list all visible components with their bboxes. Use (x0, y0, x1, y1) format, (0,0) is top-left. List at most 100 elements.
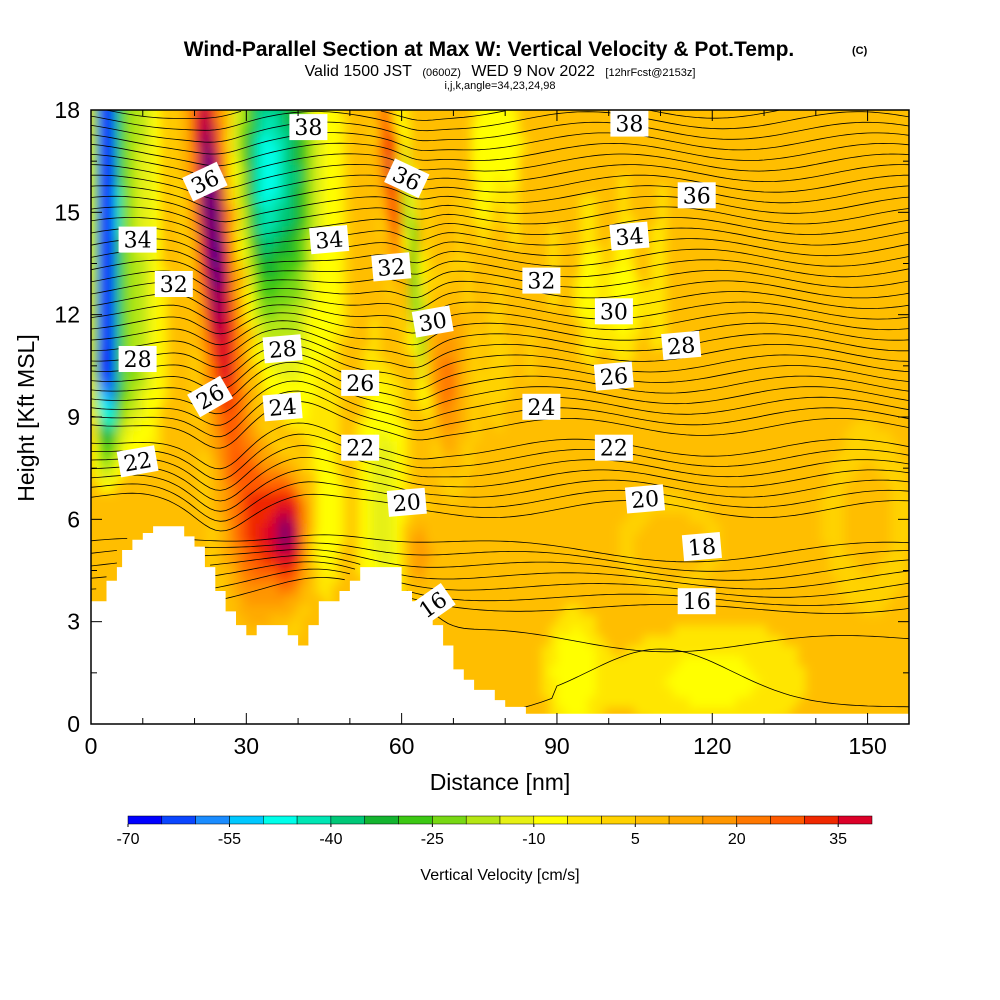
velocity-cell (378, 533, 387, 544)
velocity-cell (378, 410, 387, 421)
velocity-cell (98, 256, 108, 268)
contour-label: 22 (594, 434, 633, 462)
velocity-cell (261, 277, 271, 288)
velocity-cell (378, 164, 387, 176)
velocity-cell (355, 420, 364, 432)
velocity-cell (487, 123, 496, 135)
velocity-cell (129, 440, 139, 452)
velocity-cell (440, 359, 449, 370)
velocity-cell (223, 154, 232, 166)
velocity-cell (292, 307, 302, 319)
velocity-cell (572, 625, 581, 636)
velocity-cell (129, 164, 139, 176)
velocity-cell (137, 133, 146, 145)
velocity-cell (758, 625, 768, 636)
velocity-cell (362, 481, 372, 493)
velocity-cell (657, 287, 667, 299)
velocity-cell (277, 328, 286, 340)
velocity-cell (246, 185, 255, 196)
velocity-cell (883, 461, 892, 473)
x-tick-label: 60 (389, 733, 415, 759)
velocity-cell (619, 533, 628, 544)
velocity-cell (114, 348, 123, 360)
velocity-cell (208, 83, 216, 94)
velocity-cell (230, 369, 240, 380)
velocity-cell (316, 410, 325, 421)
velocity-cell (223, 307, 232, 319)
velocity-cell (300, 461, 310, 473)
velocity-cell (324, 410, 333, 421)
velocity-cell (98, 123, 108, 135)
velocity-cell (487, 174, 496, 186)
velocity-cell (456, 338, 465, 350)
velocity-cell (254, 553, 263, 565)
velocity-cell (339, 512, 348, 524)
velocity-cell (254, 604, 263, 616)
velocity-cell (634, 706, 643, 718)
velocity-cell (91, 359, 100, 370)
velocity-cell (238, 399, 247, 411)
velocity-cell (432, 359, 442, 370)
velocity-cell (285, 512, 294, 524)
velocity-cell (417, 573, 426, 585)
velocity-cell (898, 502, 907, 514)
velocity-cell (852, 584, 861, 595)
velocity-cell (774, 635, 783, 647)
velocity-cell (324, 195, 333, 207)
velocity-cell (254, 584, 263, 595)
velocity-cell (277, 522, 286, 534)
velocity-cell (261, 420, 271, 432)
velocity-cell (207, 256, 216, 268)
velocity-cell (300, 287, 310, 299)
velocity-cell (626, 338, 636, 350)
velocity-cell (766, 706, 775, 718)
contour-label-text: 38 (615, 113, 643, 138)
velocity-cell (782, 666, 791, 677)
velocity-cell (556, 655, 566, 667)
velocity-cell (308, 154, 317, 166)
velocity-cell (223, 338, 232, 350)
velocity-cell (378, 492, 387, 503)
velocity-cell (704, 706, 713, 718)
velocity-cell (510, 215, 519, 227)
velocity-cell (261, 185, 271, 196)
velocity-cell (114, 226, 123, 237)
velocity-cell (153, 359, 162, 370)
velocity-cell (316, 359, 325, 370)
velocity-cell (261, 379, 271, 391)
velocity-cell (76, 267, 84, 278)
velocity-cell (176, 164, 185, 176)
velocity-cell (261, 471, 271, 483)
velocity-cell (261, 604, 271, 616)
velocity-cell (160, 379, 170, 391)
velocity-cell (494, 133, 504, 145)
velocity-cell (230, 154, 240, 166)
velocity-cell (137, 205, 146, 217)
velocity-cell (883, 512, 892, 524)
velocity-cell (91, 123, 100, 135)
velocity-cell (867, 440, 876, 452)
velocity-cell (580, 666, 589, 677)
velocity-cell (626, 287, 636, 299)
velocity-cell (98, 379, 108, 391)
velocity-cell (300, 215, 310, 227)
velocity-cell (114, 73, 122, 84)
velocity-cell (386, 133, 395, 145)
valid-time-line: Valid 1500 JST (0600Z) WED 9 Nov 2022 [1… (305, 63, 696, 80)
velocity-cell (650, 584, 659, 595)
velocity-cell (836, 543, 845, 554)
velocity-cell (292, 236, 302, 247)
velocity-cell (378, 420, 387, 432)
velocity-cell (207, 369, 216, 380)
velocity-cell (215, 502, 224, 514)
velocity-cell (129, 389, 139, 401)
velocity-cell (91, 195, 100, 207)
velocity-cell (650, 543, 659, 554)
velocity-cell (852, 553, 861, 565)
velocity-cell (355, 502, 364, 514)
velocity-cell (883, 492, 892, 503)
velocity-cell (106, 246, 115, 258)
velocity-cell (300, 522, 310, 534)
valid-utc: (0600Z) (422, 67, 461, 79)
theta-contour-line (91, 492, 909, 532)
